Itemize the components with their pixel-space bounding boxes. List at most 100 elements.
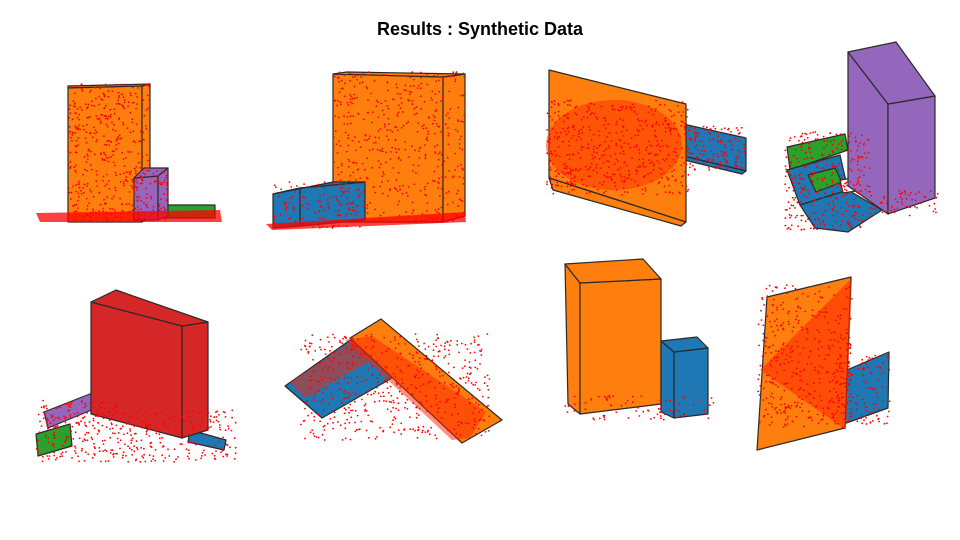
band-points-left	[290, 340, 372, 398]
point	[832, 414, 835, 417]
point	[765, 397, 768, 400]
point	[79, 128, 81, 131]
point	[672, 150, 675, 153]
point	[352, 115, 355, 118]
point	[182, 418, 185, 421]
point	[418, 407, 421, 410]
point	[382, 429, 385, 432]
point	[344, 336, 347, 339]
point	[320, 401, 323, 404]
point	[139, 425, 142, 428]
point	[820, 311, 823, 314]
point	[131, 204, 134, 207]
point	[789, 407, 792, 409]
point	[703, 409, 706, 412]
point	[874, 410, 877, 413]
point	[459, 377, 461, 380]
point	[404, 84, 407, 87]
point	[686, 190, 689, 193]
point	[343, 397, 345, 400]
point	[684, 127, 686, 130]
point	[430, 97, 433, 99]
point	[101, 157, 104, 160]
point	[395, 151, 398, 154]
point	[37, 451, 39, 453]
point	[788, 157, 790, 159]
point	[861, 422, 863, 425]
point	[840, 334, 843, 336]
point	[47, 427, 49, 430]
point	[89, 402, 92, 405]
point	[803, 368, 806, 371]
point	[566, 99, 569, 102]
point	[118, 95, 121, 97]
point	[568, 140, 570, 143]
point	[200, 457, 203, 460]
point	[694, 131, 696, 134]
point	[814, 366, 816, 369]
point	[68, 191, 71, 194]
point	[771, 392, 773, 395]
point	[362, 200, 365, 203]
point	[330, 394, 333, 397]
point	[570, 181, 573, 184]
point	[71, 118, 74, 121]
point	[786, 345, 789, 347]
point	[341, 342, 344, 345]
point	[81, 90, 84, 92]
point	[68, 436, 70, 439]
point	[164, 424, 167, 427]
point	[333, 411, 336, 414]
point	[308, 342, 311, 345]
point	[454, 78, 457, 81]
point	[603, 174, 605, 177]
point	[233, 458, 236, 460]
point	[556, 169, 558, 172]
point	[841, 190, 844, 193]
point	[682, 397, 685, 400]
point	[474, 433, 477, 435]
point	[671, 170, 673, 173]
point	[387, 180, 389, 183]
point	[763, 304, 765, 306]
point	[145, 187, 147, 190]
point	[93, 132, 96, 135]
point	[806, 383, 809, 385]
point	[719, 166, 721, 168]
point	[621, 108, 624, 110]
point	[75, 210, 78, 213]
point	[421, 403, 423, 406]
point	[464, 382, 467, 384]
point	[696, 157, 699, 160]
point	[84, 137, 87, 140]
point	[575, 169, 577, 171]
point	[794, 216, 797, 219]
point	[814, 293, 816, 295]
point	[679, 414, 682, 417]
point	[377, 381, 379, 383]
point	[857, 219, 860, 222]
point	[722, 155, 725, 158]
point	[664, 191, 667, 194]
point	[677, 133, 680, 136]
point	[772, 397, 775, 399]
point	[606, 160, 608, 163]
point	[370, 393, 373, 396]
point	[139, 460, 142, 463]
point	[40, 425, 43, 427]
point	[546, 112, 549, 115]
point	[361, 81, 364, 84]
point	[381, 147, 384, 150]
point	[417, 84, 420, 87]
point	[420, 384, 422, 387]
point	[87, 155, 89, 157]
point	[824, 168, 827, 171]
point	[841, 213, 844, 216]
point	[821, 177, 824, 180]
point	[125, 178, 127, 181]
point	[603, 150, 606, 152]
point	[811, 174, 813, 177]
point	[120, 137, 123, 139]
point	[98, 191, 101, 194]
point	[420, 82, 423, 85]
